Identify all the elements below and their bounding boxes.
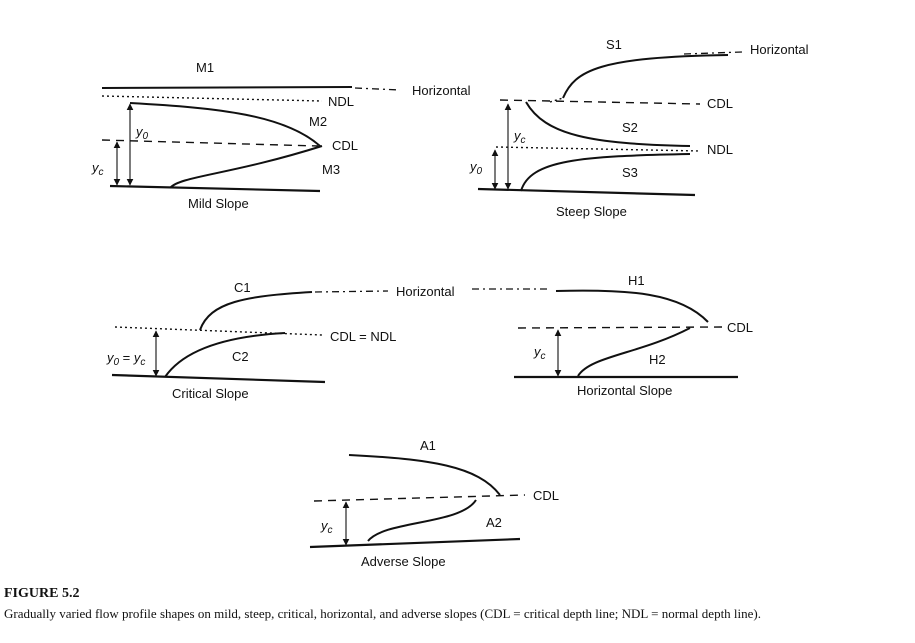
steep-horizontal-extension [683,51,743,55]
adverse-critical-depth-label: yc [320,518,333,536]
steep-critical-depth-label: yc [513,128,526,146]
mild-m2-label: M2 [309,114,327,129]
mild-m1-label: M1 [196,60,214,75]
critical-c2-label: C2 [232,349,249,364]
steep-ndl-line [495,146,701,152]
mild-channel-bed [109,184,321,193]
panel-mild-slope: M1 Horizontal NDL M2 CDL M3 y0 yc Mild S… [91,60,471,211]
steep-s1-label: S1 [606,37,622,52]
mild-horizontal-extension [354,87,401,91]
adverse-a2-curve [367,499,477,542]
steep-slope-label: Steep Slope [556,204,627,219]
steep-cdl-label: CDL [707,96,733,111]
critical-c2-curve [164,332,286,378]
mild-m3-curve [169,145,323,189]
steep-cdl-line [499,99,701,105]
horizontal-critical-depth-label: yc [533,344,546,362]
steep-normal-depth-label: y0 [469,159,483,177]
horizontal-h1-label: H1 [628,273,645,288]
horizontal-cdl-label: CDL [727,320,753,335]
mild-normal-depth-label: y0 [135,124,149,142]
figure-title: FIGURE 5.2 [4,586,80,601]
critical-depth-label: y0 = yc [106,350,145,368]
mild-m3-label: M3 [322,162,340,177]
steep-s3-curve [520,153,691,192]
steep-ndl-label: NDL [707,142,733,157]
critical-slope-label: Critical Slope [172,386,249,401]
figure-caption-text: Gradually varied flow profile shapes on … [4,606,762,621]
adverse-a1-label: A1 [420,438,436,453]
steep-s1-curve [562,54,729,99]
mild-ndl-line [101,95,323,102]
adverse-cdl-line [313,494,526,502]
mild-horizontal-line [101,86,353,89]
critical-c1-label: C1 [234,280,251,295]
mild-cdl-label: CDL [332,138,358,153]
adverse-a1-curve [348,454,501,496]
critical-cdl-ndl-line [114,326,323,336]
mild-cdl-line [101,139,319,147]
mild-m2-curve [129,102,321,147]
figure-caption: FIGURE 5.2 Gradually varied flow profile… [4,585,909,622]
steep-s2-label: S2 [622,120,638,135]
horizontal-h2-label: H2 [649,352,666,367]
steep-channel-bed [477,187,696,197]
mild-slope-label: Mild Slope [188,196,249,211]
horizontal-h2-curve [577,327,691,377]
adverse-cdl-label: CDL [533,488,559,503]
panel-adverse-slope: A1 CDL A2 yc Adverse Slope [309,438,559,569]
panel-steep-slope: S1 Horizontal CDL S2 NDL S3 yc y0 Steep … [469,37,809,219]
adverse-channel-bed [309,537,521,549]
critical-channel-bed [111,373,326,384]
horizontal-h1-curve [555,289,709,323]
steep-s1-tail [549,97,564,103]
critical-horizontal-extension-left [314,290,389,293]
mild-horizontal-label: Horizontal [412,83,471,98]
horizontal-cdl-line [517,326,723,329]
steep-s2-curve [525,101,691,147]
steep-horizontal-label: Horizontal [750,42,809,57]
steep-s3-label: S3 [622,165,638,180]
mild-ndl-label: NDL [328,94,354,109]
critical-cdl-ndl-label: CDL = NDL [330,329,396,344]
critical-c1-curve [199,291,313,331]
adverse-slope-label: Adverse Slope [361,554,446,569]
adverse-a2-label: A2 [486,515,502,530]
critical-horizontal-label: Horizontal [396,284,455,299]
mild-critical-depth-label: yc [91,160,104,178]
horizontal-slope-label: Horizontal Slope [577,383,672,398]
panel-critical-slope: C1 Horizontal CDL = NDL C2 y0 = yc Criti… [106,280,548,401]
panel-horizontal-slope: H1 CDL H2 yc Horizontal Slope [514,273,753,398]
